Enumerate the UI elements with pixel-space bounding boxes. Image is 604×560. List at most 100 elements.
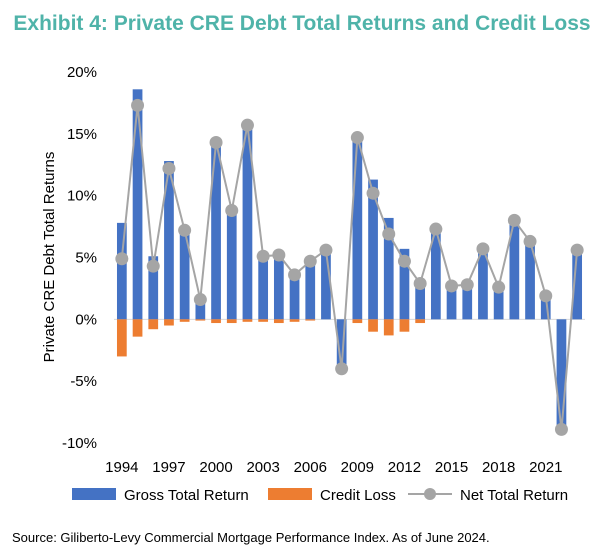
gross-total-return-bar	[415, 283, 426, 320]
gross-total-return-bar	[368, 179, 378, 320]
net-total-return-line	[115, 98, 584, 436]
net-total-return-point	[350, 131, 364, 145]
gross-total-return-bar	[446, 284, 457, 320]
gross-total-return-bar	[352, 133, 363, 320]
x-tick-label: 2006	[294, 459, 327, 476]
credit-loss-bar	[289, 319, 300, 322]
gross-total-return-bar	[462, 283, 473, 320]
gross-total-return-bars	[116, 89, 583, 429]
net-total-return-point	[240, 118, 254, 132]
gross-total-return-bar	[556, 319, 567, 429]
credit-loss-bar	[179, 319, 190, 322]
y-tick-label: -10%	[62, 435, 97, 452]
gross-total-return-bar	[195, 299, 206, 320]
gross-total-return-bar	[509, 220, 520, 320]
net-total-return-point	[146, 259, 160, 273]
y-tick-label: 15%	[67, 126, 97, 143]
gross-total-return-bar	[258, 252, 269, 320]
x-axis-ticks: 1994 1997 2000 2003 2006 2009 2012 2015 2018 2021	[105, 459, 562, 476]
x-tick-label: 2003	[246, 459, 279, 476]
gross-total-return-bar	[399, 248, 410, 320]
gross-total-return-bar	[478, 248, 488, 320]
credit-loss-bar	[195, 319, 206, 321]
gross-total-return-bar	[273, 253, 284, 320]
gross-total-return-bar	[211, 141, 221, 320]
credit-loss-bar	[242, 319, 253, 322]
x-tick-label: 2012	[388, 459, 421, 476]
gross-total-return-bar	[305, 259, 316, 320]
x-tick-label: 2009	[341, 459, 374, 476]
x-tick-label: 1997	[152, 459, 185, 476]
source-note: Source: Giliberto-Levy Commercial Mortga…	[12, 530, 490, 545]
chart: 20% 15% 10% 5% 0% -5% -10% 1994 1997 2000 2003 200…	[41, 64, 585, 504]
net-total-return-polyline	[120, 105, 579, 430]
gross-total-return-bar	[289, 273, 300, 320]
gross-total-return-bar	[321, 248, 331, 320]
y-tick-label: 5%	[75, 250, 97, 267]
net-total-return-point	[523, 234, 537, 248]
gross-total-return-bar	[383, 217, 394, 320]
net-total-return-point	[366, 186, 380, 200]
legend-swatch-gross-total-return	[72, 488, 116, 500]
credit-loss-bar	[164, 319, 174, 326]
net-total-return-point	[492, 280, 506, 294]
credit-loss-bar	[258, 319, 269, 322]
net-total-return-point	[429, 222, 443, 236]
x-tick-label: 2000	[199, 459, 232, 476]
x-tick-label: 2015	[435, 459, 468, 476]
gross-total-return-bar	[226, 208, 237, 320]
net-total-return-point	[272, 248, 286, 262]
y-tick-label: -5%	[70, 373, 97, 390]
net-total-return-point	[193, 293, 207, 307]
legend-swatch-credit-loss	[268, 488, 312, 500]
credit-loss-bar	[305, 319, 316, 321]
y-tick-label: 0%	[75, 311, 97, 328]
credit-loss-bars	[116, 319, 426, 357]
credit-loss-bar	[399, 319, 410, 332]
net-total-return-point	[445, 279, 459, 293]
net-total-return-point	[335, 362, 349, 376]
net-total-return-point	[162, 161, 176, 175]
legend: Gross Total Return Credit Loss Net Total…	[72, 487, 568, 504]
legend-label-gross-total-return: Gross Total Return	[124, 487, 249, 504]
gross-total-return-bar	[148, 256, 159, 320]
y-tick-label: 20%	[67, 64, 97, 81]
net-total-return-point	[570, 243, 584, 257]
gross-total-return-bar	[164, 161, 174, 320]
net-total-return-point	[131, 98, 145, 112]
net-total-return-point	[225, 204, 239, 218]
net-total-return-point	[288, 268, 302, 282]
net-total-return-point	[115, 252, 129, 266]
y-axis-ticks: 20% 15% 10% 5% 0% -5% -10%	[62, 64, 97, 452]
legend-label-credit-loss: Credit Loss	[320, 487, 396, 504]
net-total-return-point	[319, 243, 333, 257]
credit-loss-bar	[226, 319, 237, 324]
credit-loss-bar	[116, 319, 127, 357]
net-total-return-point	[397, 254, 411, 268]
gross-total-return-bar	[493, 287, 504, 320]
gross-total-return-bar	[430, 227, 441, 320]
gross-total-return-bar	[132, 89, 143, 320]
gross-total-return-bar	[336, 319, 347, 369]
net-total-return-point	[460, 278, 474, 292]
net-total-return-point	[554, 422, 568, 436]
net-total-return-point	[209, 135, 223, 149]
gross-total-return-bar	[525, 241, 535, 320]
gross-total-return-bar	[179, 229, 190, 320]
chart-title: Exhibit 4: Private CRE Debt Total Return…	[13, 12, 591, 35]
credit-loss-bar	[415, 319, 426, 324]
credit-loss-bar	[273, 319, 284, 324]
x-tick-label: 2018	[482, 459, 515, 476]
x-tick-label: 1994	[105, 459, 138, 476]
legend-label-net-total-return: Net Total Return	[460, 487, 568, 504]
net-total-return-point	[539, 289, 553, 303]
net-total-return-point	[178, 223, 192, 237]
credit-loss-bar	[383, 319, 394, 336]
y-axis-label: Private CRE Debt Total Returns	[41, 152, 58, 363]
x-tick-label: 2021	[529, 459, 562, 476]
net-total-return-point	[256, 249, 270, 263]
credit-loss-bar	[132, 319, 143, 337]
credit-loss-bar	[211, 319, 221, 324]
gross-total-return-bar	[572, 247, 583, 320]
net-total-return-point	[382, 227, 396, 241]
